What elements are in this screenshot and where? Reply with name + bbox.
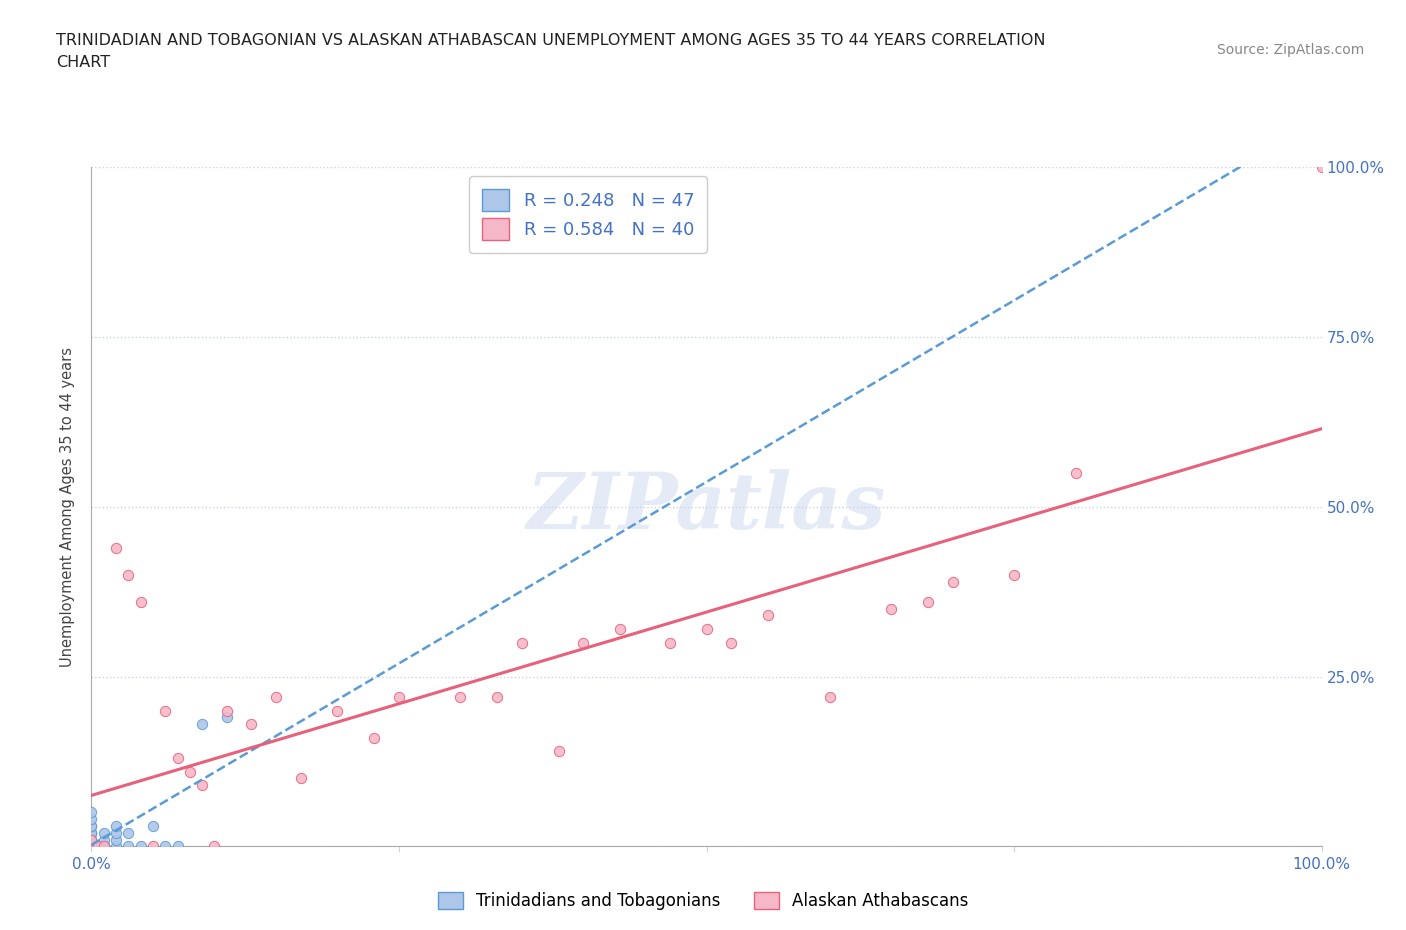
Point	[93, 825, 115, 840]
Point	[80, 839, 103, 854]
Point	[215, 703, 238, 718]
Point	[166, 751, 188, 765]
Point	[80, 839, 103, 854]
Point	[80, 835, 103, 850]
Point	[720, 635, 742, 650]
Text: Source: ZipAtlas.com: Source: ZipAtlas.com	[1216, 43, 1364, 57]
Point	[290, 771, 312, 786]
Point	[153, 839, 177, 854]
Point	[80, 832, 103, 847]
Point	[80, 839, 103, 854]
Point	[388, 689, 411, 704]
Legend: R = 0.248   N = 47, R = 0.584   N = 40: R = 0.248 N = 47, R = 0.584 N = 40	[470, 177, 707, 253]
Point	[93, 832, 115, 847]
Point	[80, 839, 103, 854]
Point	[80, 832, 103, 847]
Point	[179, 764, 201, 779]
Point	[80, 835, 103, 850]
Point	[191, 717, 214, 732]
Point	[510, 635, 533, 650]
Point	[153, 703, 177, 718]
Legend: Trinidadians and Tobagonians, Alaskan Athabascans: Trinidadians and Tobagonians, Alaskan At…	[432, 885, 974, 917]
Point	[215, 710, 238, 724]
Point	[80, 839, 103, 854]
Text: ZIPatlas: ZIPatlas	[527, 469, 886, 545]
Point	[1310, 160, 1333, 175]
Point	[264, 689, 287, 704]
Point	[80, 812, 103, 827]
Point	[80, 839, 103, 854]
Point	[93, 839, 115, 854]
Point	[80, 839, 103, 854]
Point	[1002, 567, 1025, 582]
Point	[658, 635, 681, 650]
Point	[80, 825, 103, 840]
Point	[142, 818, 165, 833]
Point	[80, 818, 103, 833]
Point	[80, 832, 103, 847]
Point	[80, 839, 103, 854]
Point	[80, 839, 103, 854]
Point	[93, 839, 115, 854]
Point	[240, 717, 263, 732]
Point	[80, 832, 103, 847]
Point	[80, 805, 103, 820]
Point	[941, 574, 963, 589]
Point	[86, 839, 108, 854]
Point	[105, 832, 127, 847]
Point	[80, 832, 103, 847]
Point	[105, 825, 127, 840]
Y-axis label: Unemployment Among Ages 35 to 44 years: Unemployment Among Ages 35 to 44 years	[60, 347, 76, 667]
Point	[105, 540, 127, 555]
Point	[80, 839, 103, 854]
Point	[80, 839, 103, 854]
Point	[129, 594, 152, 609]
Point	[86, 839, 108, 854]
Point	[86, 839, 108, 854]
Point	[80, 839, 103, 854]
Point	[105, 818, 127, 833]
Point	[80, 839, 103, 854]
Text: TRINIDADIAN AND TOBAGONIAN VS ALASKAN ATHABASCAN UNEMPLOYMENT AMONG AGES 35 TO 4: TRINIDADIAN AND TOBAGONIAN VS ALASKAN AT…	[56, 33, 1046, 47]
Point	[166, 839, 188, 854]
Point	[756, 608, 779, 623]
Point	[1064, 466, 1087, 481]
Point	[449, 689, 471, 704]
Point	[80, 825, 103, 840]
Point	[80, 839, 103, 854]
Point	[880, 602, 903, 617]
Point	[117, 839, 139, 854]
Point	[80, 839, 103, 854]
Point	[486, 689, 509, 704]
Point	[818, 689, 841, 704]
Text: CHART: CHART	[56, 55, 110, 70]
Point	[142, 839, 165, 854]
Point	[547, 744, 569, 759]
Point	[917, 594, 939, 609]
Point	[93, 839, 115, 854]
Point	[191, 777, 214, 792]
Point	[117, 567, 139, 582]
Point	[129, 839, 152, 854]
Point	[572, 635, 595, 650]
Point	[80, 825, 103, 840]
Point	[202, 839, 225, 854]
Point	[80, 839, 103, 854]
Point	[93, 839, 115, 854]
Point	[326, 703, 349, 718]
Point	[117, 825, 139, 840]
Point	[363, 730, 385, 745]
Point	[93, 839, 115, 854]
Point	[105, 839, 127, 854]
Point	[80, 818, 103, 833]
Point	[80, 839, 103, 854]
Point	[695, 621, 717, 636]
Point	[609, 621, 631, 636]
Point	[80, 839, 103, 854]
